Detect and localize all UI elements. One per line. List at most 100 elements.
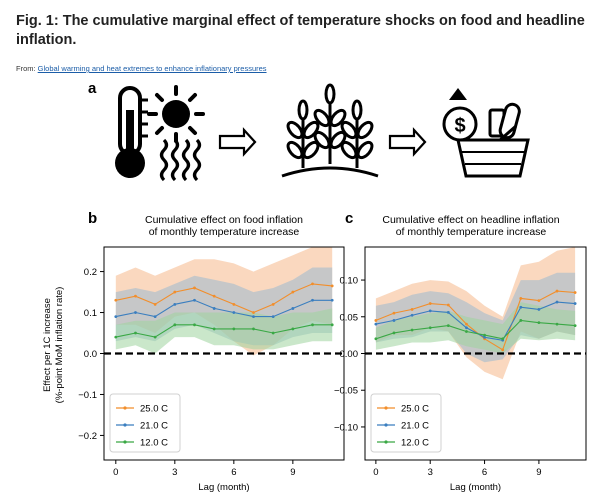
chart-c-data-point [537,321,541,325]
chart-b: −0.2 −0.1 0.0 0.1 0.2 0 3 6 9 Lag (month) 25.0 … [78,246,345,493]
chart-b-xtick-label: 9 [290,467,295,478]
chart-c-data-point [573,324,577,327]
chart-b-data-point [232,327,236,331]
chart-b-data-point [173,290,177,294]
chart-b-lines [114,282,334,339]
chart-c-data-point [519,305,523,309]
chart-c-data-point [483,335,486,339]
chart-b-legend-marker [123,440,127,444]
chart-c-band-12 [375,302,576,354]
chart-c-legend-marker [384,406,388,410]
chart-b-data-point [173,323,177,327]
chart-b-title-line2: of monthly temperature increase [148,226,300,238]
chart-b-data-point [173,302,177,306]
chart-c-data-point [446,324,450,327]
chart-b-xlabel: Lag (month) [198,482,249,493]
chart-c-data-point [446,310,450,314]
chart-c-data-point [573,302,577,305]
chart-c-data-point [410,308,414,311]
chart-c-data-point [465,330,468,333]
chart-b-data-point [114,298,118,302]
chart-c-lines [374,289,577,352]
chart-c-yticks: −0.10 −0.05 0.00 0.05 0.10 [334,276,365,433]
chart-b-series-line [115,299,333,318]
chart-c-legend-label: 25.0 C [401,404,429,415]
chart-c-xtick-label: 3 [428,467,433,478]
chart-b-data-point [311,323,314,327]
chart-b-data-point [291,290,295,294]
dollar-coin-icon: $ [442,106,478,142]
chart-b-data-point [311,282,314,286]
chart-b-data-point [271,302,275,306]
chart-b-data-point [114,335,118,339]
chart-b-data-point [291,327,295,331]
chart-b-legend-label: 12.0 C [140,438,168,449]
chart-b-ytick-label: 0.2 [84,267,97,278]
chart-b-bands [115,247,333,356]
chart-c-ytick-label: 0.05 [340,312,359,323]
chart-c-xtick-label: 9 [536,467,541,478]
chart-c-legend: 25.0 C 21.0 C 12.0 C [370,393,442,453]
chart-b-data-point [330,284,334,288]
figure-title: Fig. 1: The cumulative marginal effect o… [16,13,585,48]
chart-b-data-point [271,331,275,335]
chart-b-ytick-label: 0.1 [84,308,97,319]
chart-c-data-point [519,319,523,322]
chart-c-series-line [375,319,576,340]
y-axis-label-line2: (%-point MoM inflation rate) [54,287,65,404]
chart-b-xtick-label: 3 [172,467,177,478]
chart-c-data-point [428,302,432,305]
chart-b-data-point [212,294,216,298]
panel-label-a: a [88,80,97,97]
chart-b-ytick-label: −0.1 [78,390,97,401]
chart-b-xtick-label: 6 [231,467,236,478]
chart-b-data-point [134,294,137,298]
chart-b-xtick-label: 0 [113,467,118,478]
arrow-right-icon [218,127,257,157]
arrow-right-icon [388,127,427,157]
chart-c-data-point [446,303,450,307]
chart-c-ytick-label: 0.00 [340,349,359,360]
chart-b-data-point [153,302,157,306]
chart-b-data-point [291,307,295,310]
chart-c-data-point [555,300,559,304]
chart-b-ytick-label: −0.2 [78,431,97,442]
chart-c-data-point [501,337,505,341]
chart-c-xticks: 0 3 6 9 [373,460,542,478]
chart-b-data-point [252,327,255,331]
chart-c-legend-marker [384,440,388,444]
chart-c-series-line [375,301,576,341]
chart-c-title-line2: of monthly temperature increase [395,226,547,238]
chart-b-data-point [153,335,157,339]
chart-b-xticks: 0 3 6 9 [113,460,296,478]
chart-b-series-line [115,283,333,314]
source-line: From: Global warming and heat extremes t… [16,64,267,73]
chart-b-data-point [252,315,255,319]
chart-c-data-point [374,322,378,326]
chart-b-title: Cumulative effect on food inflation of m… [104,214,344,238]
chart-b-data-point [193,298,196,302]
chart-c-ytick-label: −0.10 [334,422,358,433]
source-prefix: From: [16,64,38,73]
chart-c-data-point [410,328,414,332]
price-up-triangle-icon [449,88,467,100]
panel-label-b: b [88,210,98,227]
chart-b-data-point [212,327,216,331]
chart-c-bands [375,247,576,380]
chart-c-ytick-label: 0.10 [340,276,359,287]
chart-c-data-point [374,337,378,341]
svg-text:$: $ [454,115,465,137]
chart-c-data-point [483,333,486,337]
heat-waves-icon [159,138,202,182]
source-link[interactable]: Global warming and heat extremes to enha… [37,64,267,73]
chart-b-legend-label: 25.0 C [140,404,168,415]
chart-c-legend-label: 21.0 C [401,421,429,432]
chart-c-band-21 [375,272,576,363]
chart-c-xlabel: Lag (month) [450,482,501,493]
chart-c-title: Cumulative effect on headline inflation … [356,214,586,238]
chart-b-data-point [193,323,196,327]
chart-c-data-point [465,326,468,330]
chart-c-series-line [375,290,576,351]
y-axis-label-line1: Effect per 1C increase [42,298,53,392]
